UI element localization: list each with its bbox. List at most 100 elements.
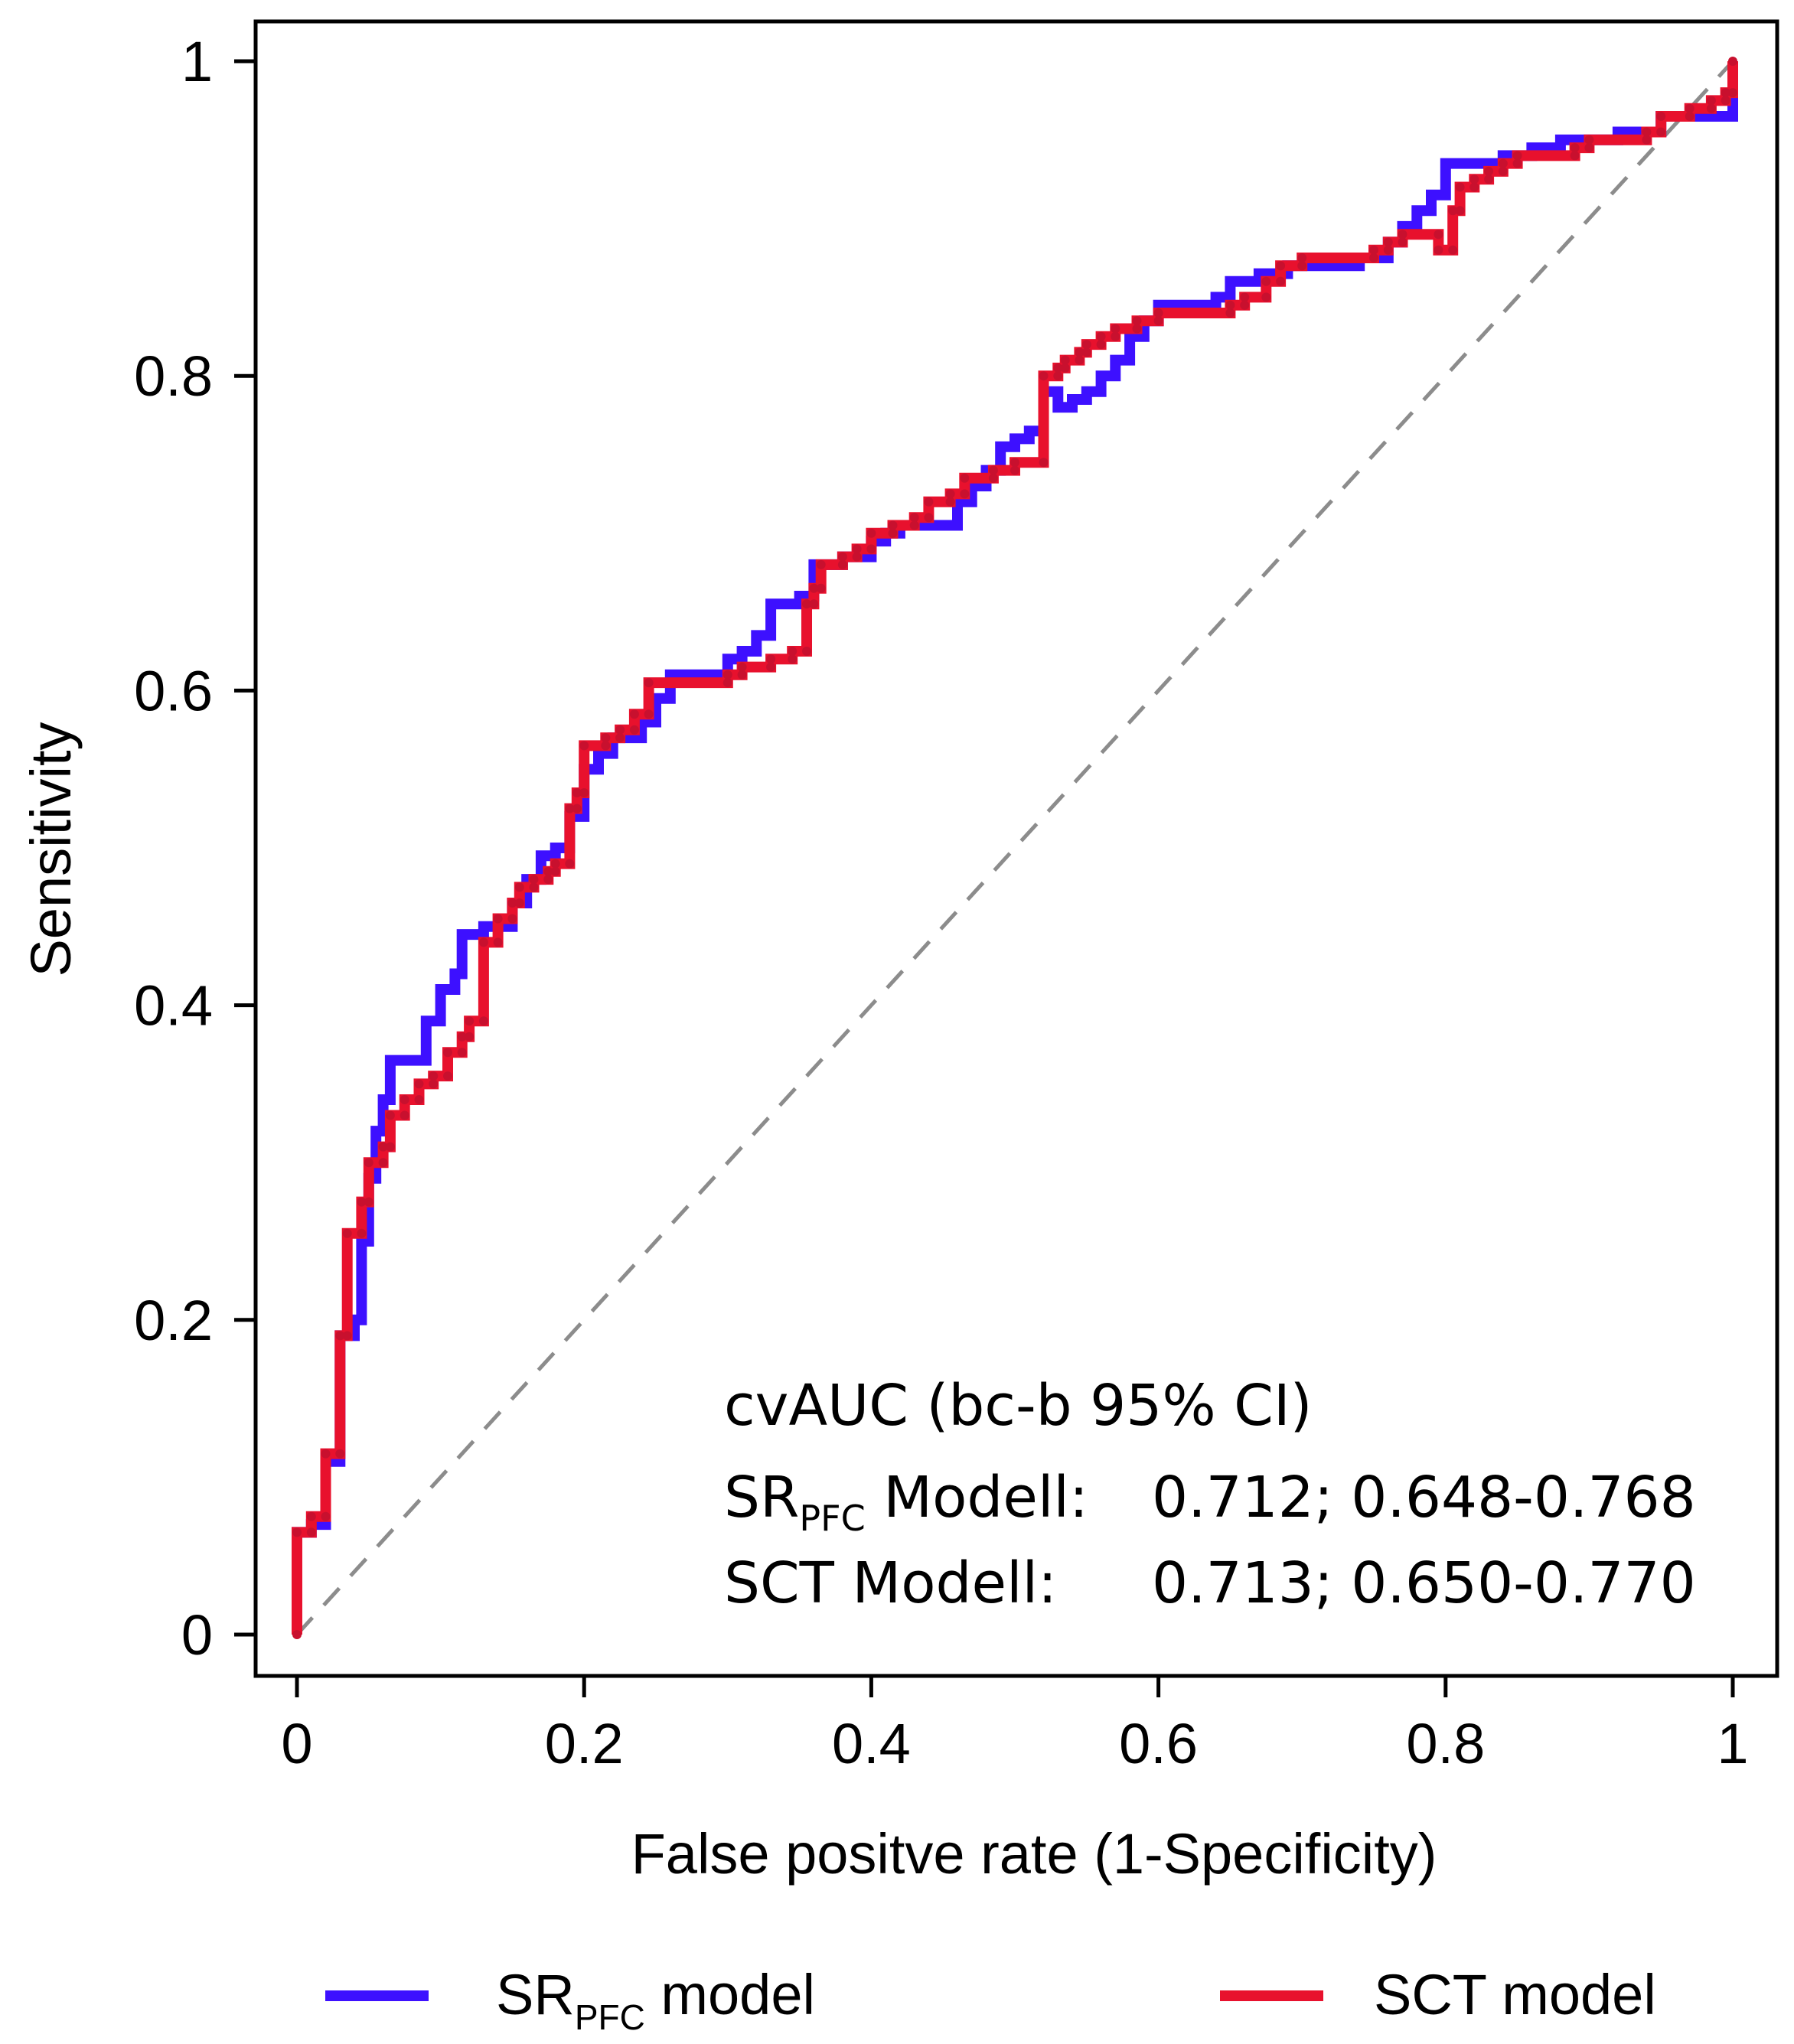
- legend: SRPFC model SCT model: [325, 1963, 1656, 2037]
- sct-point-marker: [357, 1228, 367, 1238]
- sct-point-marker: [866, 528, 876, 538]
- sct-point-marker: [579, 741, 589, 751]
- sct-point-marker: [478, 1016, 488, 1026]
- sct-point-marker: [306, 1511, 316, 1521]
- annotation-row-srpfc-value: 0.712; 0.648-0.768: [1152, 1465, 1696, 1531]
- sct-point-marker: [766, 662, 776, 672]
- legend-label-srpfc-rest: model: [645, 1963, 815, 2026]
- sct-point-marker: [816, 583, 826, 593]
- sct-point-marker: [1081, 347, 1091, 357]
- sct-point-marker: [493, 914, 503, 924]
- sct-point-marker: [385, 1142, 395, 1152]
- sct-point-marker: [1448, 245, 1458, 255]
- sct-point-marker: [443, 1048, 452, 1058]
- sct-point-marker: [1656, 127, 1666, 137]
- sct-point-marker: [1721, 88, 1730, 98]
- x-tick-label: 0: [281, 1712, 312, 1775]
- sct-point-marker: [1484, 174, 1494, 184]
- sct-point-marker: [1297, 261, 1307, 271]
- x-tick-label: 0.2: [545, 1712, 624, 1775]
- sct-point-marker: [629, 725, 639, 735]
- sct-point-marker: [644, 678, 654, 688]
- y-axis-title: Sensitivity: [19, 722, 83, 976]
- sct-point-marker: [852, 544, 862, 554]
- sct-point-marker: [400, 1095, 409, 1104]
- y-tick-label: 0.4: [134, 974, 213, 1038]
- plot-frame: [253, 19, 1779, 1678]
- sct-point-marker: [988, 465, 998, 475]
- sct-point-marker: [1434, 230, 1443, 240]
- sct-point-marker: [465, 1032, 475, 1042]
- sct-point-marker: [601, 733, 611, 743]
- sct-point-marker: [766, 654, 776, 664]
- y-tick-label: 0.2: [134, 1289, 213, 1352]
- sct-point-marker: [1448, 206, 1458, 216]
- sct-point-marker: [1053, 363, 1063, 373]
- sct-point-marker: [565, 859, 575, 869]
- sct-point-marker: [579, 788, 589, 797]
- series-layer: [292, 57, 1738, 1639]
- sct-point-marker: [400, 1110, 409, 1120]
- sct-point-marker: [1225, 308, 1235, 318]
- sct-point-marker: [457, 1032, 467, 1042]
- sct-point-marker: [1706, 96, 1716, 106]
- sct-point-marker: [507, 898, 517, 908]
- sct-point-marker: [1398, 237, 1407, 247]
- sct-point-marker: [385, 1110, 395, 1120]
- sct-point-marker: [1455, 182, 1465, 192]
- sct-point-marker: [1010, 465, 1019, 475]
- annotation-row-srpfc-rest: Modell:: [866, 1465, 1088, 1531]
- sct-point-marker: [306, 1527, 316, 1537]
- sct-point-marker: [429, 1079, 439, 1089]
- sct-point-marker: [988, 473, 998, 483]
- sct-point-marker: [457, 1048, 467, 1058]
- sct-point-marker: [1039, 458, 1049, 468]
- sct-point-marker: [465, 1016, 475, 1026]
- sct-point-marker: [478, 937, 488, 947]
- sct-point-marker: [321, 1449, 331, 1459]
- sct-point-marker: [529, 875, 539, 885]
- annotation-row-srpfc-main: SR: [724, 1465, 799, 1531]
- sct-point-marker: [629, 709, 639, 719]
- sct-point-marker: [1469, 182, 1479, 192]
- annotation-row-sct-value: 0.713; 0.650-0.770: [1152, 1550, 1696, 1616]
- sct-point-marker: [321, 1511, 331, 1521]
- sct-point-marker: [1075, 347, 1085, 357]
- sct-point-marker: [1081, 340, 1091, 350]
- sct-point-marker: [378, 1158, 388, 1168]
- sct-point-marker: [945, 489, 955, 499]
- sct-point-marker: [1060, 363, 1070, 373]
- sct-point-marker: [514, 882, 524, 892]
- sct-point-marker: [550, 859, 560, 869]
- sct-point-marker: [1369, 253, 1378, 262]
- sct-point-marker: [443, 1071, 452, 1081]
- sct-point-marker: [802, 599, 811, 609]
- sct-point-marker: [1584, 143, 1594, 153]
- sct-point-marker: [737, 670, 747, 680]
- sct-point-marker: [1297, 253, 1307, 262]
- legend-label-srpfc-main: SR: [496, 1963, 575, 2026]
- sct-point-marker: [493, 937, 503, 947]
- y-tick-label: 1: [181, 30, 213, 93]
- y-tick-label: 0.8: [134, 344, 213, 408]
- y-tick-label: 0: [181, 1603, 213, 1667]
- sct-point-marker: [378, 1142, 388, 1152]
- legend-label-srpfc: SRPFC model: [496, 1963, 815, 2037]
- sct-point-marker: [572, 804, 582, 813]
- sct-point-marker: [364, 1197, 373, 1207]
- sct-point-marker: [924, 513, 934, 523]
- sct-point-marker: [1383, 237, 1393, 247]
- sct-point-marker: [909, 520, 919, 530]
- sct-point-marker: [1153, 308, 1163, 318]
- sct-point-marker: [1434, 245, 1443, 255]
- x-axis: 0 0.2 0.4 0.6 0.8 1: [281, 1676, 1749, 1775]
- sct-point-marker: [1383, 245, 1393, 255]
- sct-point-marker: [1039, 371, 1049, 381]
- sct-point-marker: [1369, 245, 1378, 255]
- sct-point-marker: [1111, 324, 1120, 334]
- sct-point-marker: [837, 552, 847, 562]
- sct-point-marker: [1721, 96, 1730, 106]
- sct-point-marker: [1153, 316, 1163, 326]
- sct-point-marker: [1053, 371, 1063, 381]
